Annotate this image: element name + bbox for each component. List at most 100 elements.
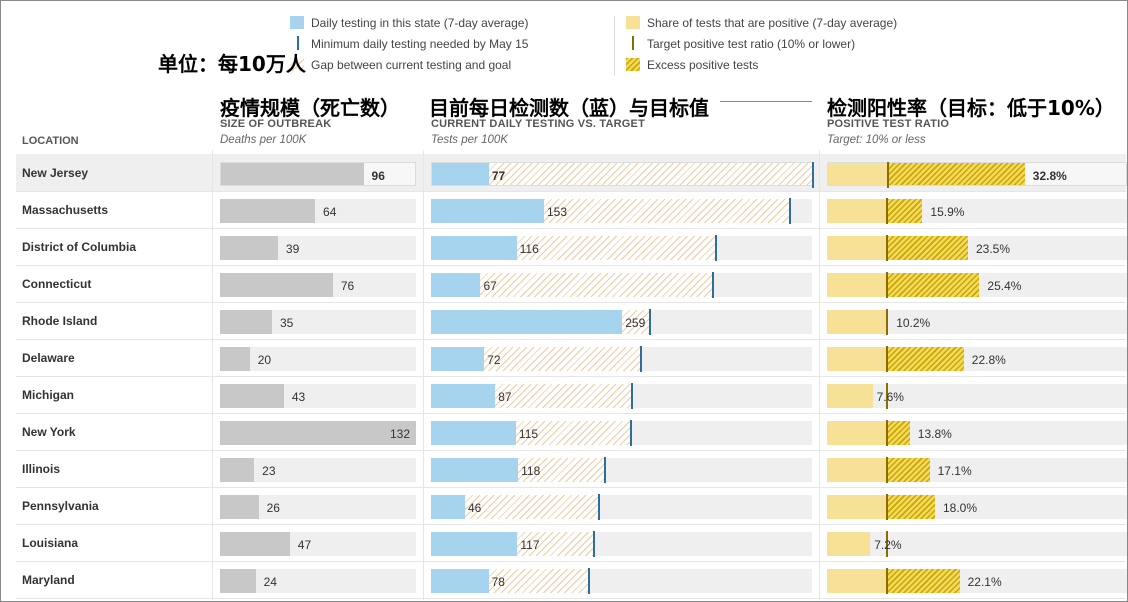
deaths-bar <box>221 163 364 185</box>
positive-target-line <box>887 162 889 188</box>
testing-en-title: CURRENT DAILY TESTING VS. TARGET <box>431 118 645 130</box>
deaths-track: 96 <box>220 162 416 186</box>
testing-subtitle: Tests per 100K <box>431 134 508 146</box>
testing-value: 87 <box>498 390 512 404</box>
positive-value: 22.1% <box>967 575 1002 589</box>
state-label: District of Columbia <box>22 240 137 254</box>
deaths-value: 64 <box>323 205 337 219</box>
positive-track: 10.2% <box>827 309 1127 335</box>
positive-bar <box>827 532 871 556</box>
testing-bar <box>432 163 489 185</box>
testing-track: 116 <box>431 235 812 261</box>
testing-bar <box>431 236 517 260</box>
state-label: Michigan <box>22 388 75 402</box>
positive-bar <box>827 236 887 260</box>
positive-target-line <box>886 531 888 557</box>
deaths-bar <box>220 495 259 519</box>
deaths-value: 76 <box>340 279 355 293</box>
testing-value: 118 <box>521 464 541 478</box>
testing-target-line <box>593 531 596 557</box>
legend-excess: Excess positive tests <box>647 58 759 72</box>
testing-value: 259 <box>625 316 646 330</box>
positive-value: 7.2% <box>874 538 902 552</box>
positive-track: 17.1% <box>827 457 1127 483</box>
state-label: Delaware <box>22 351 75 365</box>
positive-value: 13.8% <box>917 427 952 441</box>
table-row: New York 132 115 13.8% <box>16 413 1127 451</box>
positive-track: 15.9% <box>827 198 1127 224</box>
testing-gap-bar <box>517 532 595 556</box>
testing-track: 87 <box>431 383 812 409</box>
testing-value: 78 <box>491 575 505 589</box>
positive-target-line <box>886 235 888 261</box>
testing-track: 117 <box>431 531 812 557</box>
positive-target-line <box>886 494 888 520</box>
testing-bar <box>431 273 481 297</box>
deaths-value: 132 <box>390 427 411 441</box>
column-separator-2 <box>423 150 424 600</box>
testing-gap-bar <box>622 310 650 334</box>
positive-track: 22.1% <box>827 568 1127 594</box>
testing-track: 118 <box>431 457 812 483</box>
testing-track: 67 <box>431 272 812 298</box>
state-label: Maryland <box>22 573 75 587</box>
table-row: District of Columbia 39 116 23.5% <box>16 228 1127 266</box>
deaths-track: 132 <box>220 421 416 445</box>
positive-bar <box>827 421 887 445</box>
deaths-track: 76 <box>220 273 416 297</box>
positive-bar <box>827 495 887 519</box>
legend-swatch-excess <box>626 58 640 71</box>
deaths-value: 20 <box>257 353 272 367</box>
testing-track: 115 <box>431 420 812 446</box>
testing-gap-bar <box>518 458 606 482</box>
testing-target-line <box>712 272 715 298</box>
table-row: Rhode Island 35 259 10.2% <box>16 302 1127 340</box>
state-label: Pennsylvania <box>22 499 99 513</box>
positive-excess-bar <box>887 347 964 371</box>
testing-target-line <box>630 420 633 446</box>
testing-target-line <box>598 494 601 520</box>
positive-value: 32.8% <box>1032 169 1067 183</box>
testing-gap-bar <box>515 421 632 445</box>
testing-track: 77 <box>431 162 814 188</box>
testing-value: 117 <box>520 538 540 552</box>
table-row: Illinois 23 118 17.1% <box>16 450 1127 488</box>
testing-gap-bar <box>488 569 589 593</box>
testing-target-line <box>788 198 791 224</box>
column-separator-1 <box>212 150 213 600</box>
table-row: Maryland 24 78 22.1% <box>16 561 1127 599</box>
deaths-bar <box>220 458 255 482</box>
positive-excess-bar <box>887 495 935 519</box>
positive-bar <box>827 273 887 297</box>
testing-bar <box>431 458 519 482</box>
deaths-bar <box>220 236 278 260</box>
unit-label: 单位：每10万人 <box>158 52 306 76</box>
testing-gap-bar <box>516 236 716 260</box>
testing-value: 153 <box>546 205 567 219</box>
positive-value: 7.6% <box>876 390 904 404</box>
testing-bar <box>431 569 489 593</box>
state-label: Rhode Island <box>22 314 98 328</box>
legend-swatch-gap <box>290 58 304 71</box>
state-label: Illinois <box>22 462 61 476</box>
positive-excess-bar <box>887 458 930 482</box>
table-row: Massachusetts 64 153 15.9% <box>16 191 1127 229</box>
deaths-track: 35 <box>220 310 416 334</box>
testing-target-line <box>648 309 651 335</box>
testing-value: 115 <box>518 427 539 441</box>
testing-track: 259 <box>431 309 812 335</box>
deaths-value: 43 <box>291 390 306 404</box>
testing-value: 67 <box>483 279 497 293</box>
testing-bar <box>431 347 485 371</box>
testing-value: 77 <box>491 169 506 183</box>
testing-gap-bar <box>480 273 714 297</box>
table-row: Connecticut 76 67 25.4% <box>16 265 1127 303</box>
positive-excess-bar <box>887 273 980 297</box>
positive-value: 18.0% <box>943 501 978 515</box>
deaths-bar <box>220 532 290 556</box>
outbreak-en-title: SIZE OF OUTBREAK <box>220 118 332 130</box>
testing-bar <box>431 310 623 334</box>
deaths-bar <box>220 569 256 593</box>
deaths-bar <box>220 273 333 297</box>
positive-bar <box>827 384 873 408</box>
